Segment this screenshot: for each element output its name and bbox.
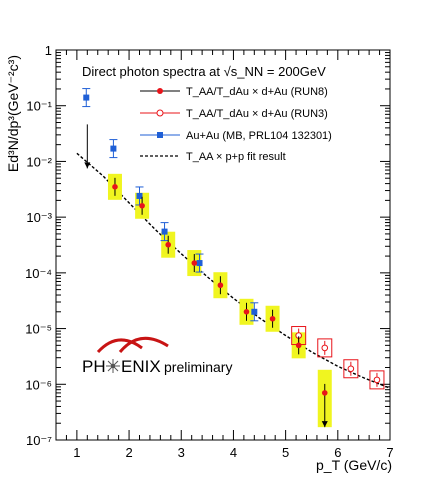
legend-run3-marker (156, 109, 164, 117)
y-tick-label: 10⁻¹ (26, 99, 52, 114)
y-tick-label: 10⁻⁷ (26, 433, 52, 448)
auau-point (196, 260, 203, 267)
logo-text-right: ENIX (121, 357, 161, 376)
axis-tick-labels: 1 2 3 4 5 6 7 1 10⁻¹ 10⁻² 10⁻³ 10⁻⁴ 10⁻⁵ 10⁻⁶ 10⁻⁷ (25, 43, 394, 460)
legend: Direct photon spectra at √s_NN = 200GeV … (82, 64, 332, 163)
logo-preliminary: preliminary (164, 359, 232, 375)
run8-point (139, 202, 145, 209)
legend-auau-label: Au+Au (MB, PRL104 132301) (186, 130, 332, 142)
run8-point (217, 282, 224, 289)
run8-point (112, 184, 118, 190)
auau-series-layer (82, 88, 259, 322)
run3-sys-box (369, 370, 385, 390)
x-axis-title: p_T (GeV/c) (316, 457, 392, 473)
run8-point (243, 308, 250, 315)
run8-point (191, 260, 198, 266)
y-tick-label: 10⁻³ (26, 210, 52, 225)
run3-point (347, 365, 355, 373)
y-axis-title: Ed³N/dp³(GeV⁻²c³) (5, 55, 21, 172)
legend-item-auau: Au+Au (MB, PRL104 132301) (140, 130, 332, 142)
auau-point (251, 308, 258, 315)
legend-fit-label: T_AA × p+p fit result (186, 151, 286, 163)
run3-series-layer (291, 326, 385, 390)
run8-lower-arrow (321, 421, 328, 428)
run8-series-layer (84, 124, 328, 428)
auau-point (83, 94, 90, 101)
axis-ticks (55, 49, 391, 441)
run8-point (321, 390, 328, 396)
legend-item-run8: T_AA/T_dAu × d+Au (RUN8) (140, 86, 328, 98)
run8-upper-limit-arrow (84, 162, 91, 169)
phenix-logo: PH ENIX preliminary (82, 336, 232, 376)
run3-point (373, 376, 381, 384)
x-tick-label: 1 (73, 445, 80, 460)
fit-curve-layer (76, 152, 391, 389)
auau-point (110, 145, 117, 152)
y-tick-label: 10⁻² (26, 154, 52, 169)
legend-run3-label: T_AA/T_dAu × d+Au (RUN3) (186, 108, 328, 120)
logo-wing-right (118, 336, 169, 353)
y-tick-label: 10⁻⁴ (25, 266, 52, 281)
x-tick-label: 4 (230, 445, 237, 460)
legend-run8-label: T_AA/T_dAu × d+Au (RUN8) (186, 86, 328, 98)
run3-point (321, 344, 329, 352)
run3-sys-box (343, 359, 359, 379)
auau-point (161, 228, 168, 235)
x-tick-label: 5 (282, 445, 289, 460)
y-tick-label: 10⁻⁶ (25, 377, 52, 392)
run8-point (269, 315, 276, 322)
run3-sys-box (317, 338, 333, 358)
y-tick-label: 10⁻⁵ (25, 322, 52, 337)
legend-item-run3: T_AA/T_dAu × d+Au (RUN3) (140, 108, 328, 120)
legend-title: Direct photon spectra at √s_NN = 200GeV (82, 64, 326, 79)
run8-point (295, 342, 302, 349)
fit-curve-line (76, 152, 391, 389)
x-tick-label: 2 (125, 445, 132, 460)
legend-item-fit: T_AA × p+p fit result (140, 151, 286, 163)
legend-auau-marker (157, 132, 163, 138)
x-tick-label: 7 (386, 445, 393, 460)
y-tick-label: 1 (45, 43, 52, 58)
auau-point (136, 192, 143, 199)
x-tick-label: 3 (178, 445, 185, 460)
logo-star-icon (106, 359, 120, 373)
legend-run8-marker (157, 88, 163, 94)
x-tick-label: 6 (334, 445, 341, 460)
logo-wing-left (96, 338, 143, 354)
run8-point (165, 241, 172, 248)
logo-text-left: PH (82, 357, 106, 376)
